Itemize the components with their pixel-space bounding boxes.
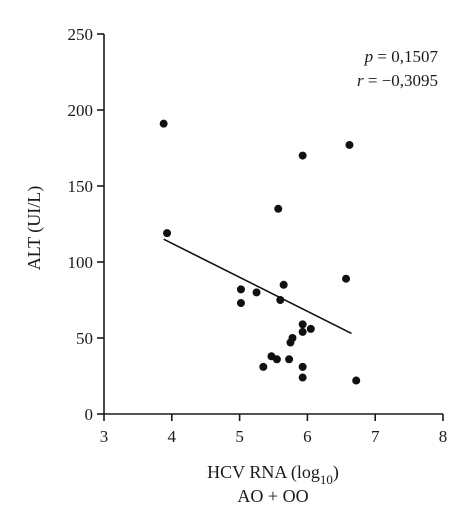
data-point	[163, 229, 172, 238]
annotation-p-value: = 0,1507	[373, 47, 438, 66]
x-tick-label: 8	[439, 427, 448, 446]
y-tick-label: 150	[68, 177, 94, 196]
annotation-p-symbol: p	[364, 47, 374, 66]
data-point	[274, 204, 283, 213]
trendline	[163, 238, 352, 335]
trendline-group	[163, 238, 352, 335]
data-points	[159, 119, 361, 385]
x-axis-title-close: )	[333, 462, 339, 483]
data-point	[298, 373, 307, 382]
x-tick-label: 6	[303, 427, 312, 446]
data-point	[352, 376, 361, 385]
data-point	[285, 355, 294, 364]
x-tick-label: 5	[235, 427, 244, 446]
annotation-p: p = 0,1507	[364, 47, 439, 66]
y-tick-label: 250	[68, 25, 94, 44]
axes	[103, 34, 443, 415]
data-point	[306, 324, 315, 333]
x-axis-title-subscript: 10	[320, 472, 333, 487]
x-tick-label: 4	[168, 427, 177, 446]
x-tick-label: 7	[371, 427, 380, 446]
data-point	[288, 334, 297, 342]
data-point	[298, 320, 307, 329]
data-point	[342, 274, 351, 283]
annotation-r-value: = −0,3095	[364, 71, 438, 90]
y-tick-label: 100	[68, 253, 94, 272]
data-point	[279, 280, 288, 289]
data-point	[298, 151, 307, 160]
data-point	[236, 285, 245, 294]
data-point	[272, 355, 281, 364]
data-point	[298, 327, 307, 336]
y-tick-label: 200	[68, 101, 94, 120]
data-point	[345, 140, 354, 149]
x-axis-title-line2: AO + OO	[237, 486, 308, 506]
data-point	[159, 119, 168, 128]
annotation-r-symbol: r	[357, 71, 364, 90]
x-axis-title: HCV RNA (log10)	[207, 462, 339, 487]
y-axis-title: ALT (UI/L)	[24, 186, 45, 271]
annotation-r: r = −0,3095	[357, 71, 438, 90]
data-point	[259, 362, 268, 371]
data-point	[236, 299, 245, 308]
y-tick-label: 0	[85, 405, 94, 424]
x-axis-title-main: HCV RNA (log	[207, 462, 320, 483]
x-tick-label: 3	[100, 427, 109, 446]
data-point	[298, 362, 307, 371]
ticks: 0 50 100 150 200 250 3 4 5 6 7 8	[68, 25, 448, 446]
data-point	[252, 288, 261, 297]
y-tick-label: 50	[76, 329, 93, 348]
